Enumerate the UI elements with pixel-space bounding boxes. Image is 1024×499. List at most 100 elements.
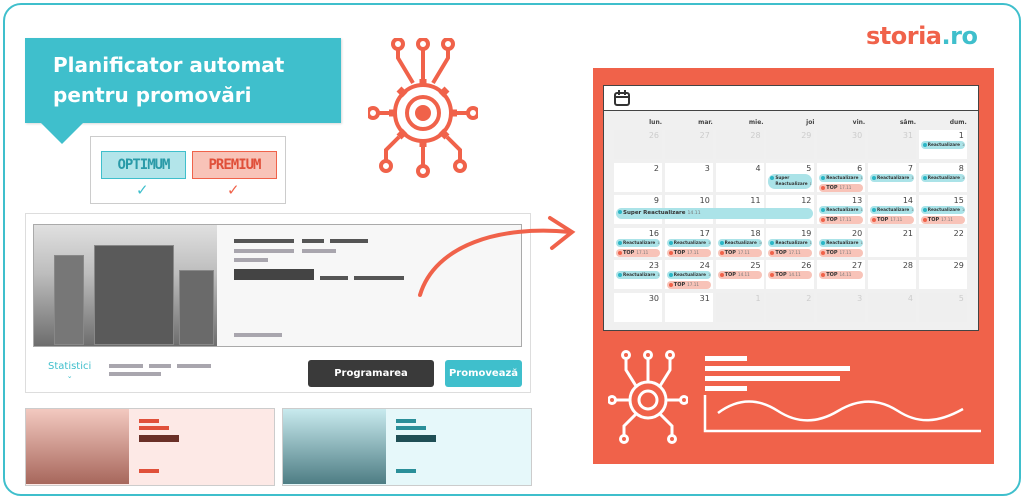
- day-number: 22: [953, 228, 964, 238]
- event-top[interactable]: TOP 17.11: [717, 248, 762, 257]
- calendar-day[interactable]: 2: [614, 162, 662, 192]
- event-date: 14.11: [860, 208, 863, 212]
- event-top[interactable]: TOP 17.11: [666, 248, 711, 257]
- calendar-day[interactable]: 30: [614, 292, 662, 322]
- event-top[interactable]: TOP 17.11: [666, 281, 711, 289]
- day-number: 19: [801, 228, 812, 238]
- event-date: 17.11: [788, 249, 801, 255]
- event-label: Reactualizare: [877, 207, 910, 212]
- calendar-day[interactable]: 3: [664, 162, 713, 192]
- calendar-day[interactable]: 26: [614, 130, 662, 159]
- event-top[interactable]: TOP 17.11: [819, 216, 864, 224]
- calendar-day[interactable]: 15Reactualizare14.11TOP17.11: [918, 195, 967, 224]
- calendar-day[interactable]: 27 TOP 14.11: [817, 260, 866, 289]
- calendar-day[interactable]: 26 TOP 14.11: [766, 260, 815, 289]
- calendar-icon[interactable]: [613, 89, 631, 107]
- package-optimum[interactable]: OPTIMUM: [101, 151, 186, 179]
- event-date: 17.11: [890, 217, 903, 222]
- calendar-day[interactable]: 1Reactualizare14.11: [918, 130, 967, 159]
- calendar-day[interactable]: 5: [918, 292, 967, 322]
- calendar-day[interactable]: 8Reactualizare14.11: [918, 162, 967, 192]
- event-top[interactable]: TOP 17.11: [920, 216, 965, 224]
- day-number: 28: [902, 261, 913, 270]
- event-date: 14.11: [687, 211, 701, 216]
- event-date: 14.11: [657, 273, 660, 277]
- calendar-day[interactable]: 1: [715, 292, 764, 322]
- calendar-day[interactable]: 30: [817, 130, 866, 159]
- calendar-day[interactable]: 27: [664, 130, 713, 159]
- calendar-day[interactable]: 21: [868, 227, 916, 257]
- event-date: 17.11: [839, 184, 852, 190]
- calendar-day[interactable]: 16Reactualizare14.11TOP17.11: [614, 227, 662, 257]
- statistics-toggle[interactable]: Statistici ⌄: [48, 361, 92, 380]
- event-label: Reactualizare: [826, 207, 859, 212]
- package-premium[interactable]: PREMIUM: [192, 151, 277, 179]
- calendar-day[interactable]: 31: [664, 292, 713, 322]
- event-label: Reactualizare: [623, 239, 656, 245]
- calendar-day[interactable]: 20Reactualizare14.11TOP17.11: [817, 227, 866, 257]
- calendar-day[interactable]: 19Reactualizare14.11TOP17.11: [766, 227, 815, 257]
- event-super-reactualizare[interactable]: Super Reactualizare 14.11: [616, 208, 814, 219]
- calendar-day[interactable]: 4: [715, 162, 764, 192]
- event-top[interactable]: TOP 14.11: [768, 271, 813, 279]
- event-top[interactable]: TOP 17.11: [768, 248, 813, 257]
- calendar-day[interactable]: 28: [715, 130, 764, 159]
- calendar-day[interactable]: 29: [766, 130, 815, 159]
- calendar-day[interactable]: 23Reactualizare14.11: [614, 260, 662, 289]
- calendar-day[interactable]: 25 TOP 14.11: [715, 260, 764, 289]
- calendar-day[interactable]: 18Reactualizare14.11TOP17.11: [715, 227, 764, 257]
- event-top[interactable]: TOP 14.11: [819, 271, 864, 279]
- calendar-day[interactable]: 3: [817, 292, 866, 322]
- event-top[interactable]: TOP 17.11: [819, 183, 864, 192]
- calendar-day[interactable]: 17Reactualizare14.11TOP17.11: [664, 227, 713, 257]
- weekday-label: mie.: [748, 119, 764, 126]
- event-label: TOP: [673, 249, 686, 256]
- day-number: 26: [648, 131, 659, 140]
- check-icon: ✓: [227, 181, 240, 199]
- calendar-day[interactable]: 7Reactualizare14.11: [868, 162, 916, 192]
- calendar-day[interactable]: 13Reactualizare14.11TOP17.11: [817, 195, 866, 224]
- day-number: 8: [958, 163, 964, 173]
- event-top[interactable]: TOP 17.11: [616, 248, 660, 257]
- event-label: TOP: [775, 272, 787, 278]
- listing-preview[interactable]: [33, 224, 522, 347]
- listing-card-premium[interactable]: [25, 408, 275, 486]
- calendar-day[interactable]: 31: [868, 130, 916, 159]
- schedule-promotions-button[interactable]: Programarea promovărilor: [308, 360, 434, 406]
- calendar-day[interactable]: 24Reactualizare14.11TOP17.11: [664, 260, 713, 289]
- calendar-day[interactable]: 6Reactualizare14.11TOP17.11: [817, 162, 866, 192]
- calendar-day[interactable]: 2: [766, 292, 815, 322]
- calendar-day[interactable]: 14Reactualizare14.11TOP17.11: [868, 195, 916, 224]
- event-top[interactable]: TOP 17.11: [819, 248, 864, 257]
- title-line-1: Planificator automat: [53, 53, 285, 77]
- event-top[interactable]: TOP 14.11: [717, 271, 762, 279]
- event-top[interactable]: TOP 17.11: [870, 216, 914, 224]
- chevron-down-icon: ⌄: [66, 372, 73, 380]
- event-label: Reactualizare: [877, 174, 910, 180]
- listing-card-optimum[interactable]: [282, 408, 532, 486]
- calendar-day[interactable]: 29: [918, 260, 967, 289]
- calendar-day[interactable]: 28: [868, 260, 916, 289]
- promote-button[interactable]: Promovează: [445, 360, 522, 387]
- event-label: Reactualizare: [623, 272, 656, 277]
- calendar-day[interactable]: 22: [918, 227, 967, 257]
- calendar-day[interactable]: 4: [868, 292, 916, 322]
- day-number: 17: [699, 228, 710, 238]
- weekday-label: vin.: [852, 119, 866, 126]
